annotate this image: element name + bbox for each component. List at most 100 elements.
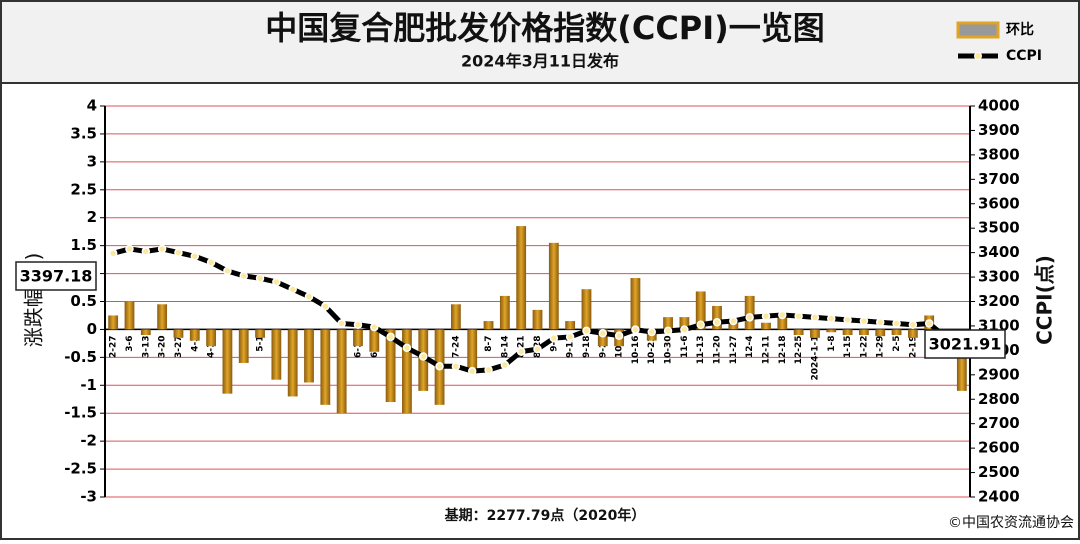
marker [680, 325, 689, 334]
marker [141, 247, 151, 256]
bar [810, 329, 820, 338]
y2-tick-label: 2800 [978, 390, 1020, 408]
bar [304, 329, 314, 383]
y2-tick-label: 2500 [978, 463, 1020, 481]
bar [761, 322, 771, 330]
x-tick-label: 3-20 [158, 335, 168, 358]
x-tick-label: 1-22 [859, 335, 869, 358]
y2-tick-label: 3300 [978, 268, 1020, 286]
x-tick-label: 7-24 [451, 335, 461, 358]
header [0, 0, 1080, 84]
y-tick-label: -0.5 [64, 348, 97, 366]
bar [875, 329, 886, 337]
y2-axis-label: CCPI(点) [1033, 255, 1057, 345]
y2-tick-label: 3700 [978, 170, 1020, 188]
x-tick-label: 3-27 [174, 335, 184, 358]
marker [827, 314, 836, 323]
marker [794, 311, 803, 321]
x-tick-label: 1-29 [876, 335, 886, 358]
x-tick-label: 4-10 [207, 335, 217, 358]
bar [173, 329, 184, 338]
bar [369, 329, 380, 352]
marker [223, 266, 232, 276]
marker [174, 248, 183, 257]
marker [924, 319, 934, 328]
y2-tick-label: 2600 [978, 439, 1020, 457]
marker [190, 252, 200, 261]
bar [859, 329, 869, 336]
bar [907, 329, 918, 338]
bar [679, 317, 690, 330]
marker [386, 332, 395, 342]
y-tick-label: -2.5 [64, 460, 97, 478]
x-tick-label: 3-6 [125, 335, 135, 351]
chart-title: 中国复合肥批发价格指数(CCPI)一览图 [265, 9, 825, 47]
marker [843, 315, 852, 325]
x-tick-label: 10-23 [647, 335, 657, 364]
marker [304, 292, 314, 301]
marker [647, 327, 656, 337]
x-tick-label: 10-9 [615, 335, 625, 358]
bar [548, 242, 559, 330]
y-tick-label: -1 [80, 376, 97, 394]
marker [778, 310, 787, 320]
bar [271, 329, 282, 380]
y-tick-label: 4 [87, 97, 97, 115]
y2-tick-label: 3400 [978, 243, 1020, 261]
bar [516, 226, 527, 330]
bar [842, 329, 853, 336]
bar [663, 317, 673, 330]
y2-tick-label: 4000 [978, 97, 1020, 115]
marker [598, 329, 608, 338]
legend-label: CCPI [1006, 48, 1042, 64]
x-tick-label: 2-19 [908, 335, 918, 358]
bar [483, 321, 494, 330]
y2-tick-label: 2400 [978, 488, 1020, 506]
x-tick-label: 5-1 [256, 335, 266, 351]
bar [467, 329, 478, 369]
value-label: 3397.18 [20, 267, 93, 286]
bar [581, 289, 592, 330]
bar [255, 329, 265, 338]
marker [419, 352, 428, 361]
marker [288, 285, 297, 294]
bar [891, 329, 902, 336]
chart-subtitle: 2024年3月11日发布 [461, 52, 619, 71]
marker [206, 258, 216, 267]
base-note: 基期：2277.79点（2020年） [445, 507, 646, 524]
y2-tick-label: 3800 [978, 145, 1020, 163]
marker [467, 366, 477, 376]
x-tick-label: 1-15 [843, 335, 853, 358]
bar [499, 295, 510, 330]
bar [777, 317, 788, 330]
marker [761, 311, 771, 321]
y2-tick-label: 3500 [978, 219, 1020, 237]
x-tick-label: 9-4 [549, 335, 559, 351]
marker [859, 316, 869, 326]
marker [533, 344, 542, 354]
marker [614, 331, 624, 340]
bar [124, 301, 135, 330]
legend-label: 环比 [1006, 21, 1034, 38]
x-tick-label: 12-4 [745, 335, 755, 358]
marker [255, 274, 265, 283]
marker [582, 326, 591, 336]
marker [239, 271, 248, 281]
x-tick-label: 11-6 [680, 335, 690, 358]
y-tick-label: 2 [87, 208, 97, 226]
marker [892, 319, 901, 328]
marker [435, 362, 444, 371]
y2-tick-label: 2900 [978, 365, 1020, 383]
marker [696, 320, 705, 329]
marker [125, 244, 134, 254]
y-tick-label: 3 [87, 152, 97, 170]
marker [157, 244, 167, 254]
x-tick-label: 2-5 [892, 335, 902, 351]
bar [189, 329, 200, 341]
marker [663, 326, 673, 336]
marker [875, 318, 885, 327]
bar [695, 291, 706, 330]
bar [385, 329, 396, 403]
